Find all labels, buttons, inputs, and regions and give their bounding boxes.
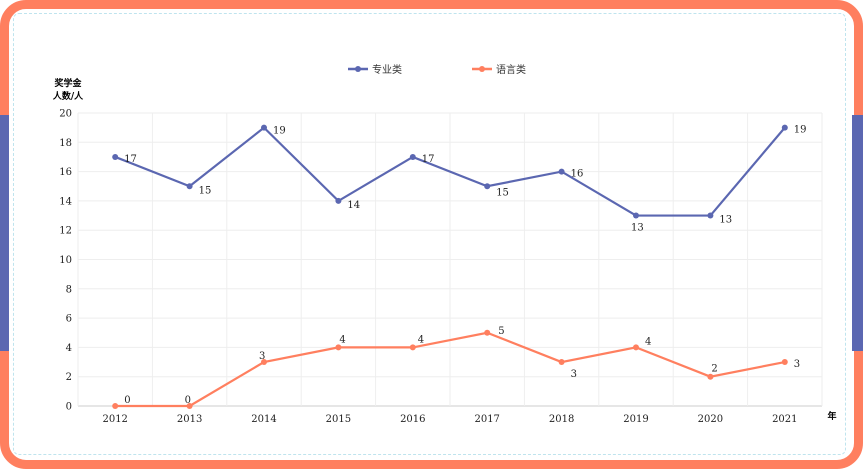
data-point[interactable] <box>558 168 565 175</box>
x-tick-label: 2021 <box>772 414 797 425</box>
data-label: 17 <box>422 154 435 165</box>
y-tick-label: 18 <box>59 138 72 149</box>
data-label: 0 <box>124 395 130 406</box>
y-axis-label-line2: 人数/人 <box>52 90 84 102</box>
data-point[interactable] <box>335 344 342 351</box>
data-point[interactable] <box>633 344 639 351</box>
x-tick-label: 2018 <box>549 414 574 425</box>
data-point[interactable] <box>261 359 267 366</box>
y-tick-label: 14 <box>59 196 72 207</box>
data-point[interactable] <box>781 359 788 366</box>
y-tick-label: 2 <box>66 372 72 383</box>
y-tick-label: 0 <box>66 402 72 413</box>
data-label: 19 <box>794 125 807 136</box>
data-label: 19 <box>273 126 286 137</box>
data-label: 3 <box>794 359 800 370</box>
data-point[interactable] <box>484 329 491 336</box>
y-tick-label: 6 <box>66 314 72 325</box>
data-point[interactable] <box>707 373 714 380</box>
y-tick-label: 12 <box>59 226 72 237</box>
legend: 专业类 语言类 <box>348 63 526 76</box>
data-label: 3 <box>259 351 265 362</box>
y-axis-label: 奖学金 <box>54 77 82 89</box>
data-point[interactable] <box>781 124 788 131</box>
data-point[interactable] <box>186 403 193 409</box>
legend-label[interactable]: 语言类 <box>496 63 526 76</box>
data-label: 16 <box>571 169 584 180</box>
series-line <box>115 331 786 408</box>
left-accent-bar <box>0 115 9 351</box>
data-point[interactable] <box>409 344 416 351</box>
legend-marker[interactable] <box>479 66 485 72</box>
data-point[interactable] <box>633 212 639 219</box>
data-label: 13 <box>719 215 732 226</box>
x-tick-label: 2013 <box>177 414 202 425</box>
y-tick-label: 20 <box>59 109 72 120</box>
y-tick-label: 16 <box>59 167 72 178</box>
data-label: 2 <box>711 364 717 375</box>
series: 17 15 19 14 17 15 16 13 13 19 0 0 3 4 4 5 3 4 2 3 <box>112 124 807 409</box>
data-label: 4 <box>645 336 651 347</box>
data-point[interactable] <box>335 197 342 204</box>
data-label: 0 <box>185 395 191 406</box>
data-label: 17 <box>124 154 137 165</box>
data-point[interactable] <box>484 183 491 190</box>
x-tick-label: 2017 <box>474 414 499 425</box>
data-label: 4 <box>418 334 424 345</box>
right-accent-bar <box>852 115 863 351</box>
y-tick-label: 4 <box>66 343 72 354</box>
x-axis-label: 年 <box>827 410 836 422</box>
data-label: 3 <box>571 369 577 380</box>
x-tick-label: 2019 <box>623 414 648 425</box>
data-point[interactable] <box>261 124 267 131</box>
data-label: 13 <box>631 223 644 234</box>
x-tick-label: 2014 <box>251 414 276 425</box>
y-tick-label: 8 <box>66 284 72 295</box>
x-tick-label: 2020 <box>698 414 723 425</box>
dashed-inner-border <box>13 13 846 455</box>
data-point[interactable] <box>409 153 416 160</box>
data-label: 5 <box>498 326 504 337</box>
grid <box>77 112 823 407</box>
x-tick-label: 2016 <box>400 414 425 425</box>
series-line <box>114 126 786 217</box>
data-point[interactable] <box>558 359 565 366</box>
data-point[interactable] <box>707 212 714 219</box>
data-label: 4 <box>339 334 345 345</box>
legend-marker[interactable] <box>355 66 361 72</box>
data-label: 15 <box>496 187 509 198</box>
x-tick-label: 2012 <box>102 414 127 425</box>
data-label: 15 <box>199 185 212 196</box>
y-tick-label: 10 <box>59 255 72 266</box>
data-point[interactable] <box>186 183 193 190</box>
data-point[interactable] <box>112 403 119 409</box>
data-label: 14 <box>347 200 360 211</box>
x-tick-label: 2015 <box>326 414 351 425</box>
data-point[interactable] <box>112 153 119 160</box>
legend-label[interactable]: 专业类 <box>372 63 402 76</box>
